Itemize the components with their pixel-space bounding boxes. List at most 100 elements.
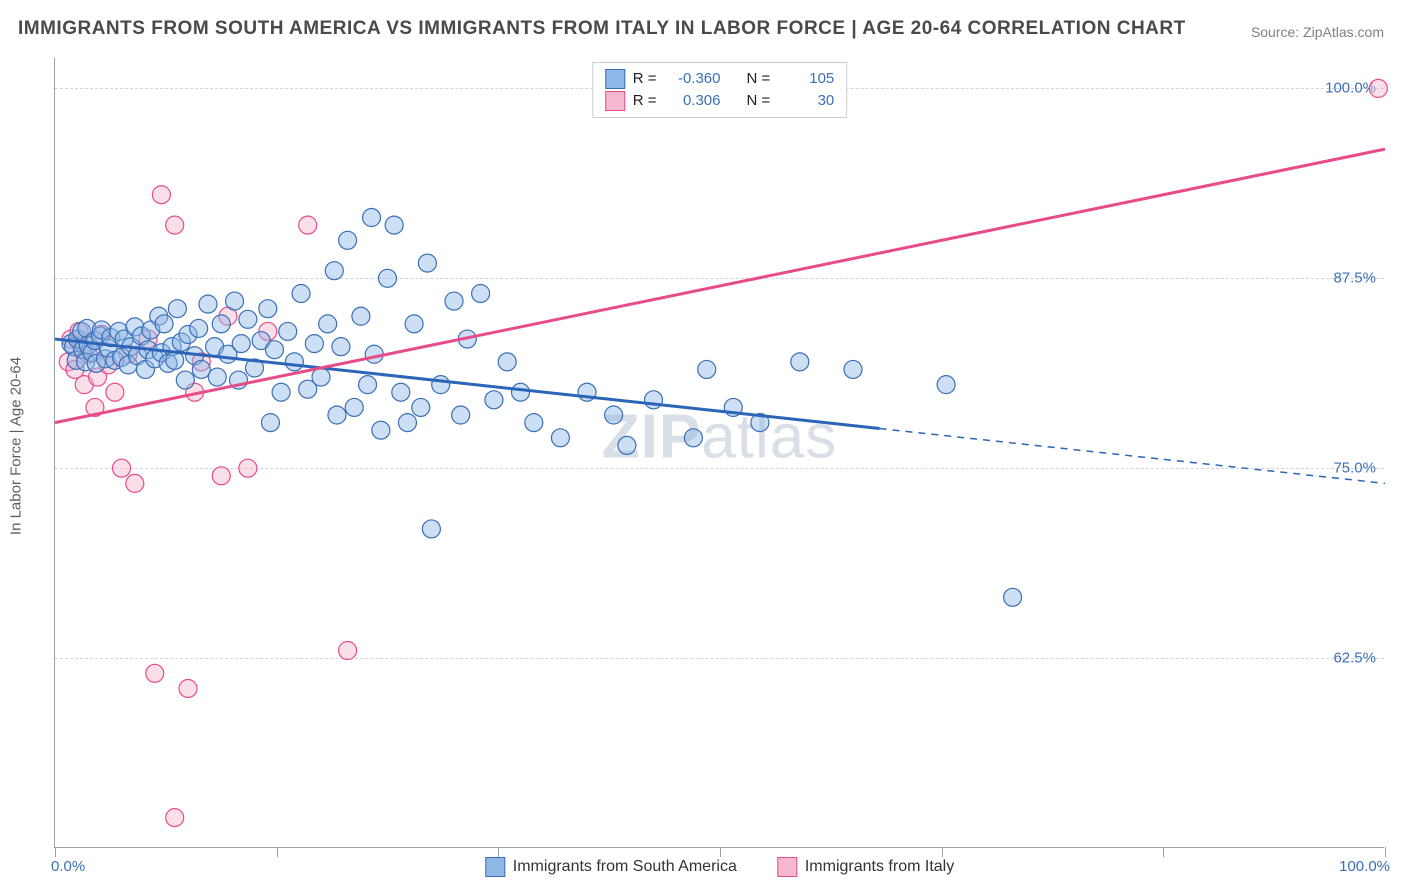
- r-label: R =: [633, 68, 657, 90]
- chart-title: IMMIGRANTS FROM SOUTH AMERICA VS IMMIGRA…: [18, 18, 1186, 40]
- legend-label-0: Immigrants from South America: [513, 858, 737, 876]
- swatch-series-1: [777, 857, 797, 877]
- swatch-series-1: [605, 91, 625, 111]
- chart-canvas: [55, 58, 1384, 847]
- x-tick: [498, 847, 499, 857]
- n-label: N =: [747, 90, 771, 112]
- data-point: [199, 295, 217, 313]
- x-tick: [942, 847, 943, 857]
- n-value-0: 105: [778, 68, 834, 90]
- n-label: N =: [747, 68, 771, 90]
- data-point: [372, 421, 390, 439]
- x-tick: [720, 847, 721, 857]
- data-point: [937, 376, 955, 394]
- data-point: [525, 414, 543, 432]
- legend-label-1: Immigrants from Italy: [805, 858, 954, 876]
- series-legend: Immigrants from South America Immigrants…: [485, 857, 954, 877]
- data-point: [339, 642, 357, 660]
- legend-item-0: Immigrants from South America: [485, 857, 737, 877]
- data-point: [405, 315, 423, 333]
- correlation-legend: R = -0.360 N = 105 R = 0.306 N = 30: [592, 62, 848, 118]
- data-point: [498, 353, 516, 371]
- swatch-series-0: [605, 69, 625, 89]
- data-point: [208, 368, 226, 386]
- data-point: [212, 315, 230, 333]
- legend-row-series-1: R = 0.306 N = 30: [605, 90, 835, 112]
- r-label: R =: [633, 90, 657, 112]
- source-label: Source: ZipAtlas.com: [1251, 24, 1384, 40]
- data-point: [192, 360, 210, 378]
- x-tick: [1163, 847, 1164, 857]
- data-point: [328, 406, 346, 424]
- data-point: [113, 459, 131, 477]
- data-point: [485, 391, 503, 409]
- data-point: [1369, 79, 1387, 97]
- r-value-1: 0.306: [665, 90, 721, 112]
- data-point: [432, 376, 450, 394]
- data-point: [239, 310, 257, 328]
- r-value-0: -0.360: [665, 68, 721, 90]
- legend-row-series-0: R = -0.360 N = 105: [605, 68, 835, 90]
- data-point: [605, 406, 623, 424]
- data-point: [452, 406, 470, 424]
- data-point: [272, 383, 290, 401]
- data-point: [261, 414, 279, 432]
- data-point: [791, 353, 809, 371]
- data-point: [551, 429, 569, 447]
- data-point: [166, 809, 184, 827]
- data-point: [166, 216, 184, 234]
- data-point: [146, 664, 164, 682]
- data-point: [155, 315, 173, 333]
- data-point: [352, 307, 370, 325]
- x-tick: [277, 847, 278, 857]
- data-point: [299, 216, 317, 234]
- data-point: [106, 383, 124, 401]
- data-point: [325, 262, 343, 280]
- data-point: [176, 371, 194, 389]
- data-point: [844, 360, 862, 378]
- data-point: [190, 319, 208, 337]
- data-point: [398, 414, 416, 432]
- legend-item-1: Immigrants from Italy: [777, 857, 954, 877]
- data-point: [279, 322, 297, 340]
- x-axis-min-label: 0.0%: [51, 858, 85, 875]
- data-point: [385, 216, 403, 234]
- data-point: [512, 383, 530, 401]
- data-point: [1004, 588, 1022, 606]
- x-tick: [55, 847, 56, 857]
- plot-area: 62.5%75.0%87.5%100.0% 0.0% 100.0% ZIPatl…: [54, 58, 1384, 848]
- data-point: [179, 679, 197, 697]
- data-point: [212, 467, 230, 485]
- data-point: [152, 186, 170, 204]
- data-point: [359, 376, 377, 394]
- data-point: [445, 292, 463, 310]
- data-point: [265, 341, 283, 359]
- data-point: [422, 520, 440, 538]
- n-value-1: 30: [778, 90, 834, 112]
- trendline-solid: [55, 149, 1385, 422]
- x-tick: [1385, 847, 1386, 857]
- data-point: [392, 383, 410, 401]
- data-point: [345, 398, 363, 416]
- data-point: [319, 315, 337, 333]
- data-point: [226, 292, 244, 310]
- swatch-series-0: [485, 857, 505, 877]
- data-point: [332, 338, 350, 356]
- data-point: [698, 360, 716, 378]
- data-point: [305, 335, 323, 353]
- data-point: [379, 269, 397, 287]
- data-point: [472, 284, 490, 302]
- y-axis-label: In Labor Force | Age 20-64: [8, 357, 25, 535]
- data-point: [168, 300, 186, 318]
- data-point: [363, 209, 381, 227]
- data-point: [292, 284, 310, 302]
- data-point: [239, 459, 257, 477]
- x-axis-max-label: 100.0%: [1339, 858, 1390, 875]
- data-point: [285, 353, 303, 371]
- data-point: [126, 474, 144, 492]
- data-point: [418, 254, 436, 272]
- data-point: [339, 231, 357, 249]
- data-point: [684, 429, 702, 447]
- data-point: [412, 398, 430, 416]
- data-point: [259, 300, 277, 318]
